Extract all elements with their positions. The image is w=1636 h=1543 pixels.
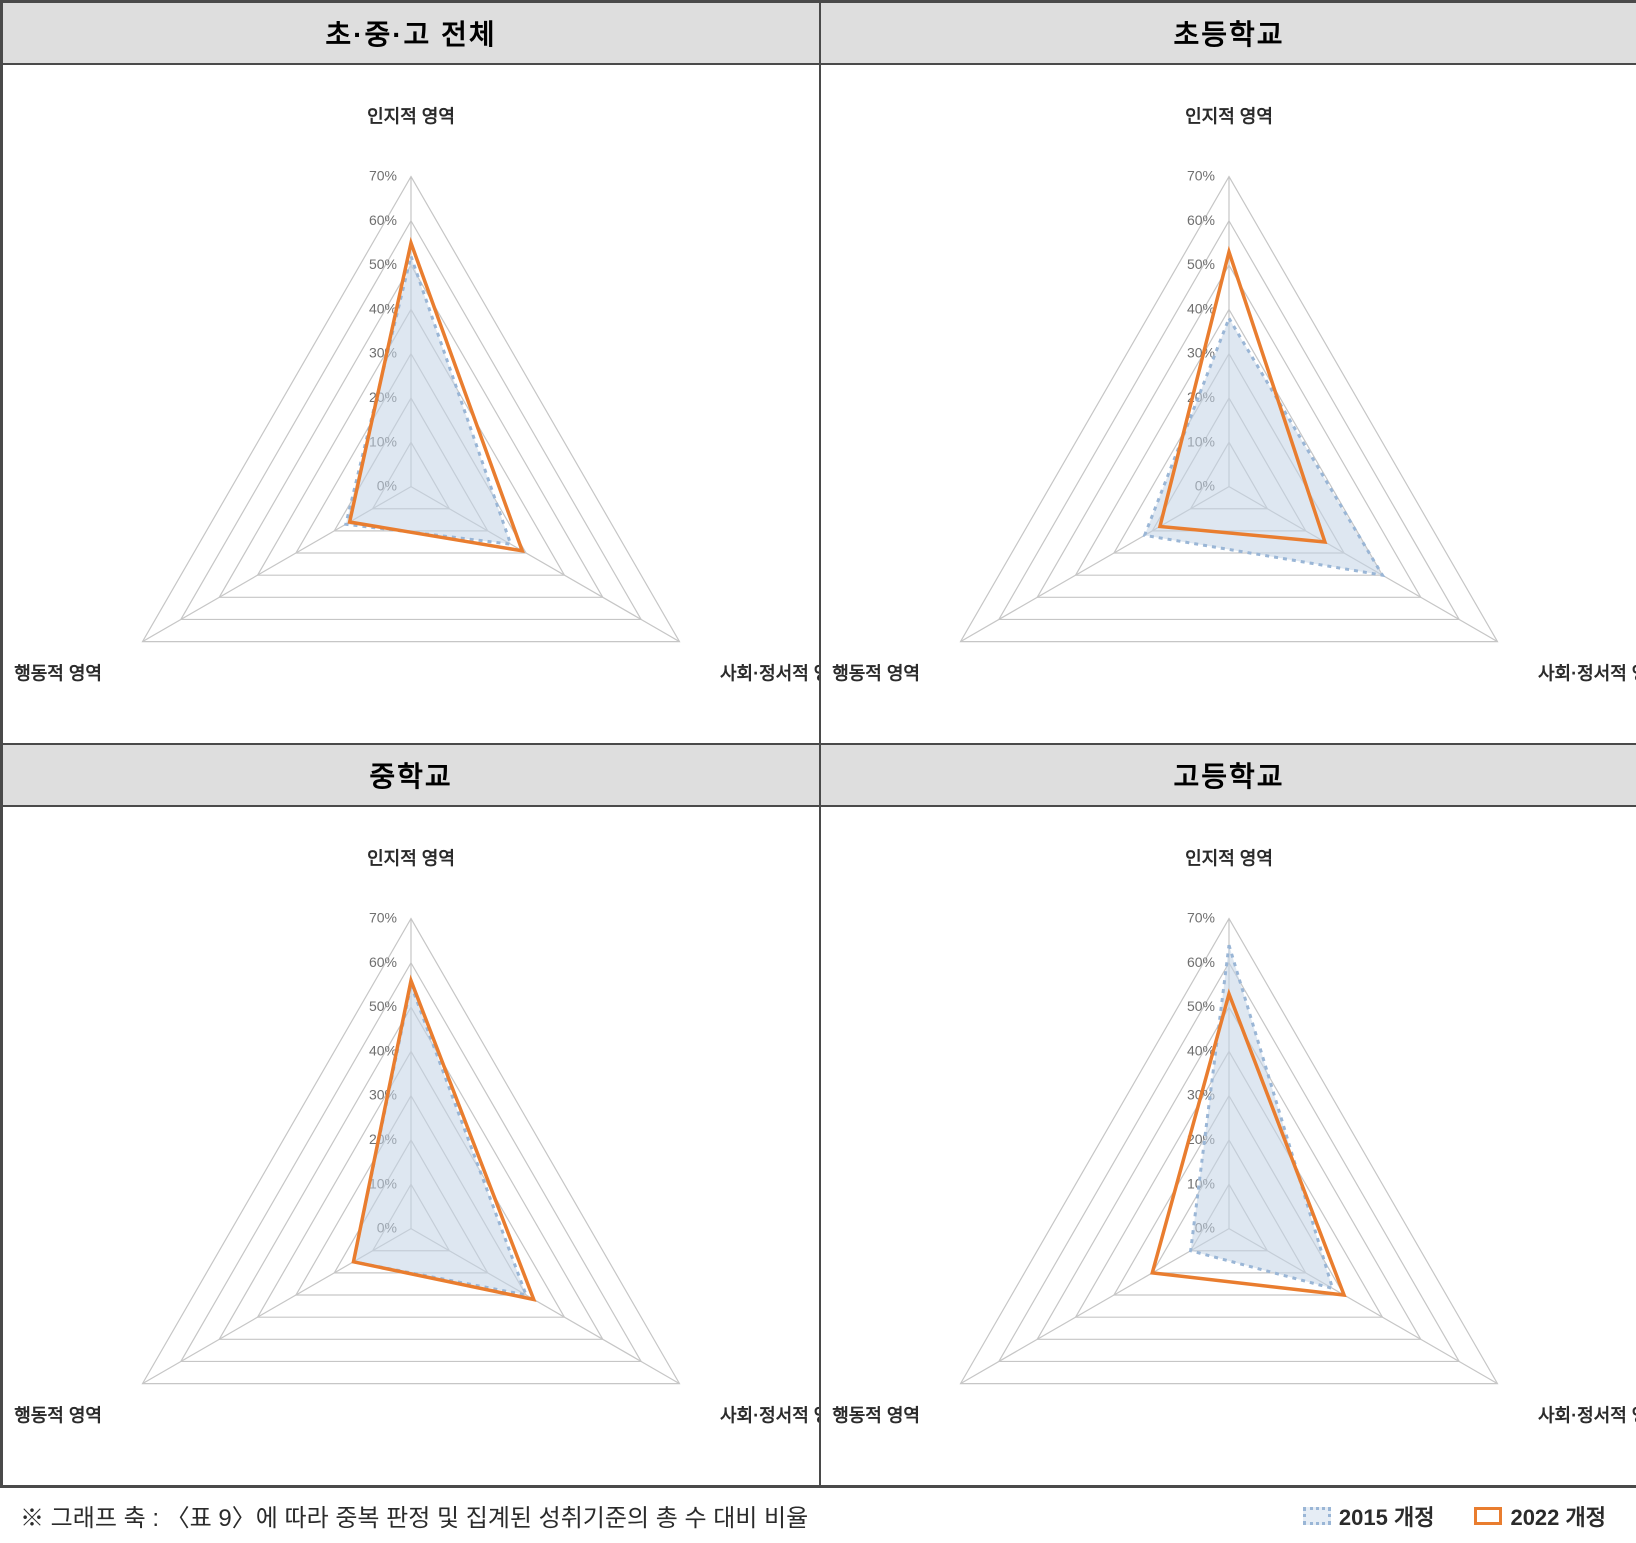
svg-text:인지적 영역: 인지적 영역 bbox=[1185, 107, 1273, 127]
legend-swatch-2015-icon bbox=[1303, 1507, 1331, 1525]
legend-item-2015: 2015 개정 bbox=[1303, 1500, 1435, 1532]
radar-middle: 0%10%20%30%40%50%60%70%인지적 영역사회·정서적 영역행동… bbox=[3, 807, 819, 1487]
svg-text:40%: 40% bbox=[1187, 300, 1215, 316]
svg-text:사회·정서적 영역: 사회·정서적 영역 bbox=[720, 1406, 819, 1426]
svg-text:사회·정서적 영역: 사회·정서적 영역 bbox=[1538, 664, 1636, 684]
svg-text:40%: 40% bbox=[369, 300, 397, 316]
legend-swatch-2022-icon bbox=[1474, 1507, 1502, 1525]
svg-text:60%: 60% bbox=[1187, 212, 1215, 228]
svg-text:60%: 60% bbox=[1187, 954, 1215, 970]
radar-elementary: 0%10%20%30%40%50%60%70%인지적 영역사회·정서적 영역행동… bbox=[821, 65, 1636, 745]
svg-text:사회·정서적 영역: 사회·정서적 영역 bbox=[720, 664, 819, 684]
svg-text:인지적 영역: 인지적 영역 bbox=[367, 107, 455, 127]
radar-total: 0%10%20%30%40%50%60%70%인지적 영역사회·정서적 영역행동… bbox=[3, 65, 819, 745]
svg-text:사회·정서적 영역: 사회·정서적 영역 bbox=[1538, 1406, 1636, 1426]
svg-text:50%: 50% bbox=[369, 998, 397, 1014]
footer: ※ 그래프 축 : 〈표 9〉에 따라 중복 판정 및 집계된 성취기준의 총 … bbox=[0, 1488, 1636, 1543]
svg-text:40%: 40% bbox=[369, 1042, 397, 1058]
figure-frame: 초·중·고 전체 초등학교 0%10%20%30%40%50%60%70%인지적… bbox=[0, 0, 1636, 1488]
svg-text:70%: 70% bbox=[1187, 168, 1215, 184]
svg-text:70%: 70% bbox=[369, 910, 397, 926]
legend-label-2015: 2015 개정 bbox=[1339, 1500, 1435, 1532]
svg-text:행동적 영역: 행동적 영역 bbox=[832, 1406, 920, 1426]
panel-chart-total: 0%10%20%30%40%50%60%70%인지적 영역사회·정서적 영역행동… bbox=[2, 64, 820, 744]
svg-text:행동적 영역: 행동적 영역 bbox=[14, 664, 102, 684]
svg-text:60%: 60% bbox=[369, 212, 397, 228]
svg-text:행동적 영역: 행동적 영역 bbox=[14, 1406, 102, 1426]
svg-text:인지적 영역: 인지적 영역 bbox=[1185, 849, 1273, 869]
panel-title-middle: 중학교 bbox=[2, 744, 820, 806]
radar-high: 0%10%20%30%40%50%60%70%인지적 영역사회·정서적 영역행동… bbox=[821, 807, 1636, 1487]
legend-item-2022: 2022 개정 bbox=[1474, 1500, 1606, 1532]
panel-chart-high: 0%10%20%30%40%50%60%70%인지적 영역사회·정서적 영역행동… bbox=[820, 806, 1636, 1486]
panel-title-elementary: 초등학교 bbox=[820, 2, 1636, 64]
svg-text:50%: 50% bbox=[1187, 256, 1215, 272]
series-2015 bbox=[1191, 945, 1333, 1288]
svg-text:50%: 50% bbox=[369, 256, 397, 272]
svg-text:70%: 70% bbox=[1187, 910, 1215, 926]
panel-chart-middle: 0%10%20%30%40%50%60%70%인지적 영역사회·정서적 영역행동… bbox=[2, 806, 820, 1486]
panel-chart-elementary: 0%10%20%30%40%50%60%70%인지적 영역사회·정서적 영역행동… bbox=[820, 64, 1636, 744]
legend: 2015 개정 2022 개정 bbox=[1303, 1500, 1606, 1532]
svg-text:인지적 영역: 인지적 영역 bbox=[367, 849, 455, 869]
svg-text:70%: 70% bbox=[369, 168, 397, 184]
svg-text:행동적 영역: 행동적 영역 bbox=[832, 664, 920, 684]
panel-grid: 초·중·고 전체 초등학교 0%10%20%30%40%50%60%70%인지적… bbox=[2, 2, 1634, 1486]
panel-title-total: 초·중·고 전체 bbox=[2, 2, 820, 64]
svg-text:60%: 60% bbox=[369, 954, 397, 970]
legend-label-2022: 2022 개정 bbox=[1510, 1500, 1606, 1532]
footer-note: ※ 그래프 축 : 〈표 9〉에 따라 중복 판정 및 집계된 성취기준의 총 … bbox=[20, 1498, 808, 1533]
panel-title-high: 고등학교 bbox=[820, 744, 1636, 806]
svg-text:50%: 50% bbox=[1187, 998, 1215, 1014]
